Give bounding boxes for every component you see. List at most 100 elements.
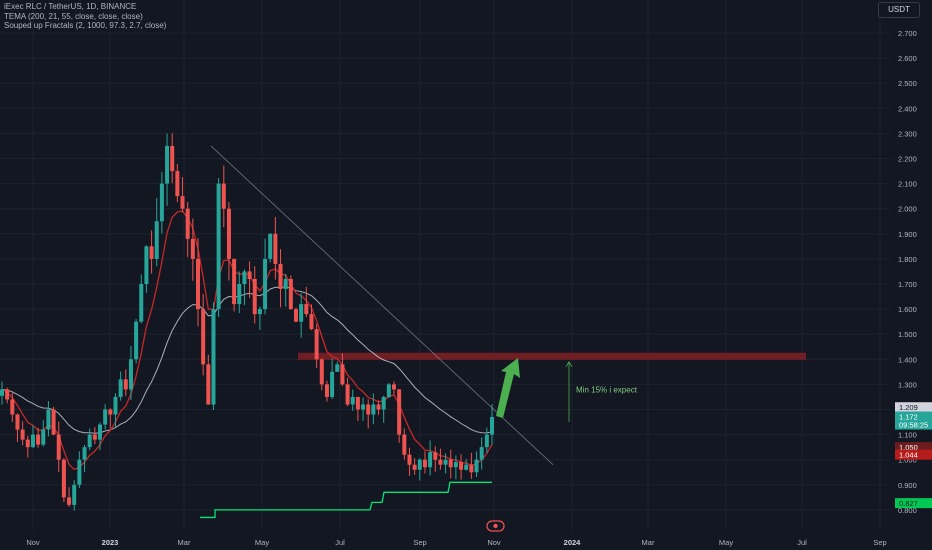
candle-body [484,434,489,448]
candle-body [237,284,242,305]
candle-body [474,459,479,473]
candle-body [252,278,257,315]
candle-body [10,399,15,415]
candle-body [56,434,61,460]
price-label-bg [895,411,932,422]
time-tick-label: Nov [26,538,40,547]
candle-body [190,238,195,259]
candle-body [139,284,144,322]
fractal-step-line [200,481,492,519]
price-axis[interactable]: 2.700 2.600 2.500 2.400 2.300 2.200 2.100 2.000… [895,29,932,515]
candle-body [20,429,25,440]
candles [0,133,494,511]
price-label-text: 0.827 [899,499,918,508]
candle-body [448,459,453,468]
candle-body [257,309,262,315]
price-label-text: 1.209 [899,403,918,412]
candle-body [443,459,448,465]
candle-body [340,364,345,385]
candle-body [175,171,180,197]
candle-body [263,258,268,310]
candle-body [41,429,46,445]
candle-body [479,447,484,460]
price-label-text: 09:58:25 [899,421,928,430]
price-label-text: 1.172 [899,413,918,422]
candle-body [294,309,298,322]
overlay-layer: Min 15% i expect [210,145,638,532]
candle-body [438,459,443,465]
candle-body [345,384,350,405]
time-axis[interactable]: Nov 2023 Mar May Jul Sep Nov 2024 Mar May Jul Sep [26,538,886,547]
candle-body [386,384,391,397]
candle-body [108,409,113,415]
candle-body [128,359,133,390]
candle-body [464,464,469,470]
price-tick-label: 1.100 [898,431,917,440]
indicator-fractals[interactable]: Souped up Fractals (2, 1000, 97.3, 2.7, … [4,21,167,30]
price-label-bg [895,402,932,413]
candle-body [402,434,407,455]
candle-body [314,329,319,360]
candle-body [355,396,360,410]
candle-body [134,321,139,360]
symbol-title[interactable]: iExec RLC / TetherUS, 1D, BINANCE [4,2,137,11]
candle-body [118,379,123,397]
price-tick-label: 2.100 [898,180,917,189]
candle-body [283,278,288,290]
annotation-text: Min 15% i expect [576,385,638,394]
currency-button[interactable]: USDT [878,2,920,18]
indicator-tema[interactable]: TEMA (200, 21, 55, close, close, close) [4,11,143,21]
candle-body [412,464,417,470]
candle-body [268,233,273,259]
resistance-zone [298,352,806,360]
price-label-bg [895,442,932,453]
candle-body [92,434,97,440]
time-tick-label: Nov [487,538,501,547]
candle-body [242,271,247,284]
candle-body [185,208,190,239]
measure-arrowhead [565,361,573,368]
candle-body [371,404,376,415]
resistance-zone-layer [298,352,806,360]
grid [0,0,890,530]
price-tick-label: 0.800 [898,506,917,515]
candle-body [304,304,309,315]
replay-icon-dot [493,523,498,529]
candle-body [490,417,494,435]
candle-body [299,304,304,322]
candle-body [350,396,355,405]
candle-body [77,459,82,485]
candle-body [330,371,335,397]
candle-body [273,233,278,264]
candle-body [36,434,41,445]
time-tick-label: May [719,538,733,547]
candle-body [154,221,159,259]
candle-body [15,414,20,430]
candle-body [319,359,324,385]
tema-fast-line [1,210,493,471]
candle-body [422,459,427,468]
candle-body [72,484,77,505]
price-tick-label: 2.400 [898,104,917,113]
time-tick-label: Mar [178,538,191,547]
candle-body [216,183,221,310]
candle-body [226,208,231,259]
candle-body [51,409,56,435]
price-tick-label: 1.700 [898,280,917,289]
candle-body [361,404,366,410]
candle-body [309,314,314,330]
price-label: 1.172 [895,411,932,422]
candle-body [123,379,128,390]
candle-body [381,396,386,410]
price-tick-label: 2.300 [898,129,917,138]
price-tick-label: 1.000 [898,456,917,465]
tema-slow-line [1,286,493,434]
candle-body [247,271,252,279]
price-tick-label: 2.000 [898,205,917,214]
price-tick-label: 1.800 [898,255,917,264]
time-tick-label: Sep [413,538,426,547]
tema-layer [1,210,493,519]
candle-body [453,462,458,468]
